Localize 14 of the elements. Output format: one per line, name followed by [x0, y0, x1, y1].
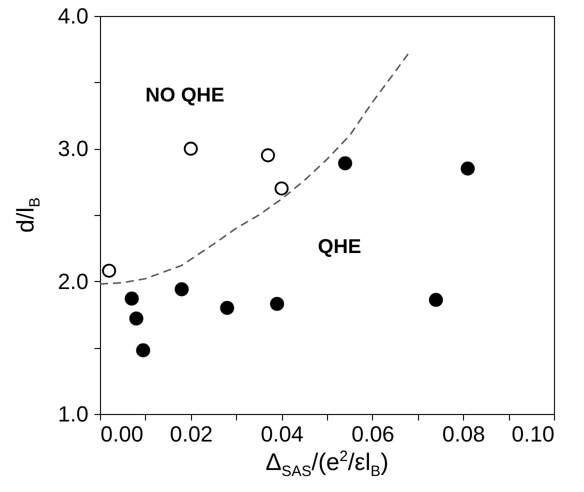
x-tick-label: 0.06: [351, 422, 394, 446]
x-axis-title: Δ$_{SAS}$/(e$^{2}$/εl$_{B}$): [265, 448, 389, 480]
x-tick-label: 0.04: [260, 422, 304, 446]
line-series: [99, 52, 410, 285]
x-tick-label: 0.02: [170, 422, 213, 446]
annotation: NO QHE: [145, 84, 224, 107]
y-tick-label: 1.0: [58, 402, 88, 426]
x-tick-label: 0.08: [442, 422, 486, 446]
y-tick-label: 3.0: [58, 136, 88, 162]
y-tick-label: 2.0: [58, 268, 88, 294]
x-tick-label: 0.10: [512, 422, 554, 446]
x-tick-label: 0.00: [100, 422, 144, 446]
y-tick-label: 4.0: [58, 4, 88, 28]
annotation: QHE: [318, 236, 362, 258]
